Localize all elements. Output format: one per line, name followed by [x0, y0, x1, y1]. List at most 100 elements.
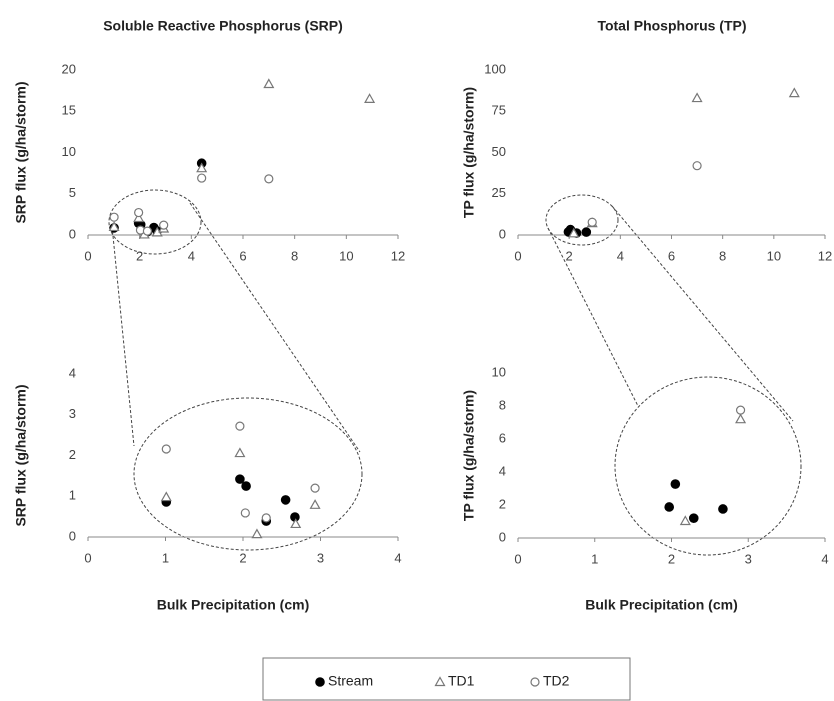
y-tick-label: 20 — [62, 61, 76, 76]
y-tick-label: 5 — [69, 185, 76, 200]
legend-text: TD1 — [448, 673, 475, 689]
y-tick-label: 50 — [492, 144, 506, 159]
x-tick-label: 4 — [821, 551, 828, 566]
point — [235, 421, 245, 431]
x-tick-label: 2 — [136, 248, 143, 263]
x-tick-label: 0 — [514, 551, 521, 566]
point — [161, 444, 171, 454]
chart-title: Total Phosphorus (TP) — [597, 18, 746, 34]
point — [109, 212, 119, 222]
point — [197, 173, 207, 183]
point — [264, 174, 274, 184]
x-tick-label: 3 — [745, 551, 752, 566]
point — [241, 481, 251, 491]
x-tick-label: 0 — [514, 248, 521, 263]
point — [568, 227, 580, 238]
zoom-ellipse — [614, 376, 802, 556]
x-tick-label: 1 — [162, 550, 169, 565]
point — [688, 513, 699, 523]
legend-text: Stream — [328, 673, 373, 689]
y-tick-label: 100 — [484, 61, 506, 76]
point — [692, 161, 702, 171]
x-tick-label: 2 — [239, 550, 246, 565]
x-tick-label: 8 — [291, 248, 298, 263]
series — [109, 158, 207, 237]
series — [160, 447, 321, 539]
series — [679, 413, 747, 526]
x-tick-label: 8 — [719, 248, 726, 263]
series — [587, 161, 702, 227]
point — [718, 504, 728, 514]
y-tick-label: 2 — [499, 496, 506, 511]
series — [161, 474, 300, 526]
point — [581, 227, 592, 237]
series — [563, 224, 592, 238]
point — [196, 162, 208, 173]
x-tick-label: 10 — [767, 248, 781, 263]
zoom-line — [547, 227, 639, 407]
point — [735, 405, 746, 415]
point — [235, 474, 245, 484]
series — [664, 479, 728, 523]
x-tick-label: 4 — [188, 248, 195, 263]
point — [364, 93, 376, 103]
x-tick-label: 0 — [84, 248, 91, 263]
y-tick-label: 4 — [499, 463, 506, 478]
x-tick-label: 4 — [394, 550, 401, 565]
y-tick-label: 3 — [69, 406, 76, 421]
y-tick-label: 0 — [69, 528, 76, 543]
point — [240, 508, 250, 518]
legend-marker — [315, 677, 325, 687]
zoom-ellipse — [545, 194, 619, 246]
x-tick-label: 6 — [668, 248, 675, 263]
chart-title: Soluble Reactive Phosphorus (SRP) — [103, 18, 343, 34]
zoom-guides — [108, 189, 802, 556]
point — [142, 226, 153, 236]
y-tick-label: 0 — [499, 226, 506, 241]
y-tick-label: 10 — [62, 144, 76, 159]
zoom-ellipse — [133, 397, 363, 551]
y-tick-label: 8 — [499, 397, 506, 412]
point — [664, 502, 674, 512]
series — [735, 405, 746, 415]
y-tick-label: 15 — [62, 103, 76, 118]
y-tick-label: 6 — [499, 430, 506, 445]
point — [587, 217, 597, 227]
point — [133, 212, 145, 223]
point — [310, 483, 320, 493]
y-tick-label: 4 — [69, 365, 76, 380]
point — [670, 479, 681, 489]
y-axis-label: TP flux (g/ha/storm) — [461, 87, 477, 218]
x-tick-label: 12 — [818, 248, 832, 263]
point — [691, 92, 703, 103]
point — [159, 220, 169, 230]
legend-marker — [530, 677, 540, 687]
legend-text: TD2 — [543, 673, 570, 689]
x-tick-label: 12 — [391, 248, 405, 263]
point — [234, 447, 246, 458]
point — [280, 495, 291, 505]
y-axis-label: TP flux (g/ha/storm) — [461, 390, 477, 521]
y-tick-label: 75 — [492, 103, 506, 118]
point — [309, 499, 321, 509]
point — [261, 513, 271, 523]
x-tick-label: 2 — [668, 551, 675, 566]
point — [160, 491, 172, 502]
series — [161, 421, 320, 523]
x-tick-label: 3 — [317, 550, 324, 565]
zoom-line — [611, 205, 794, 422]
y-tick-label: 2 — [69, 447, 76, 462]
y-tick-label: 25 — [492, 185, 506, 200]
point — [290, 518, 302, 529]
x-tick-label: 6 — [239, 248, 246, 263]
series — [568, 87, 800, 238]
point — [134, 207, 144, 218]
x-axis-label: Bulk Precipitation (cm) — [157, 597, 309, 613]
y-tick-label: 0 — [499, 529, 506, 544]
x-tick-label: 4 — [617, 248, 624, 263]
zoom-line — [189, 202, 361, 453]
zoom-ellipse — [108, 189, 202, 255]
zoom-line — [111, 225, 135, 447]
point — [108, 221, 120, 232]
